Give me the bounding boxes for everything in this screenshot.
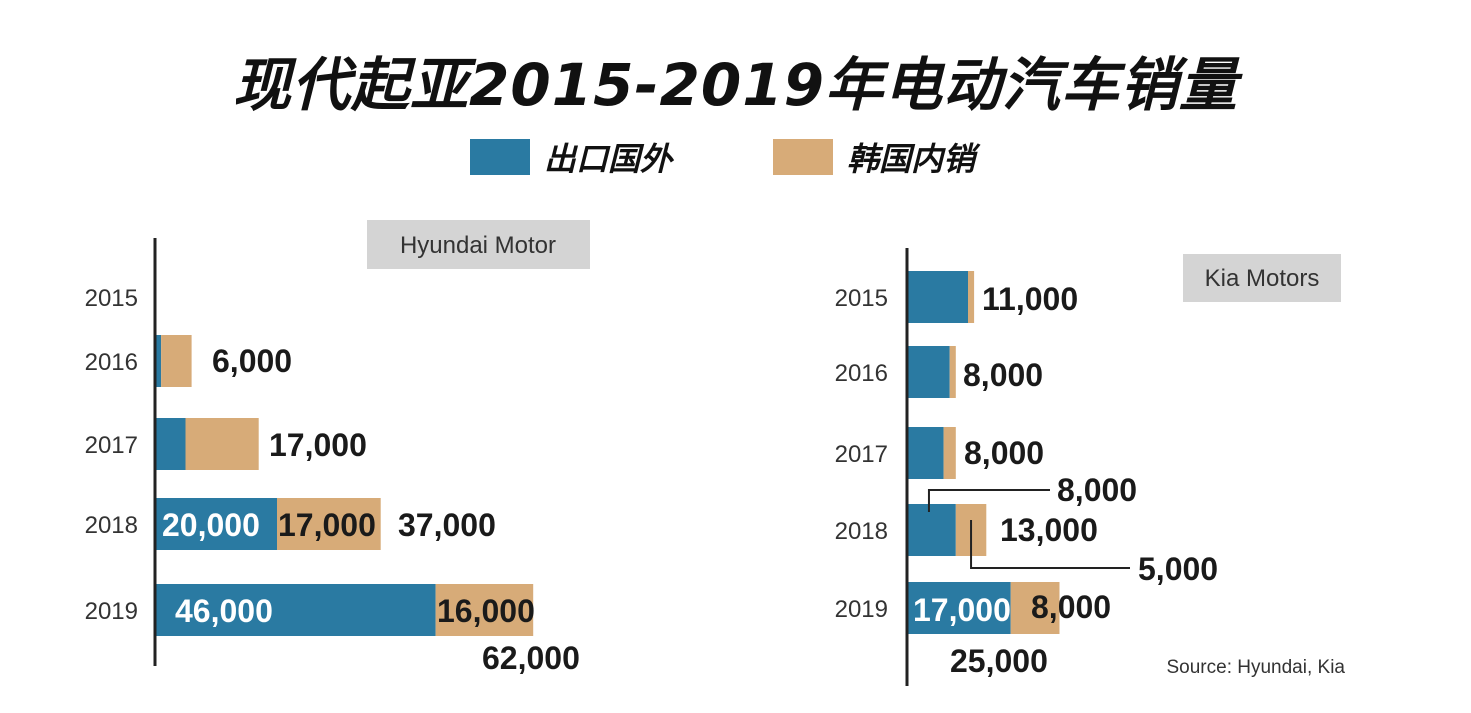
- hyundai-panel-label-box: [367, 220, 590, 269]
- kia-seg-label-2018-export: 8,000: [1057, 472, 1137, 508]
- hyundai-tick-2016: 2016: [85, 349, 138, 376]
- hyundai-seg-label-2019-domestic: 16,000: [437, 593, 535, 629]
- legend-label-domestic: 韩国内销: [847, 140, 976, 178]
- kia-total-2019: 25,000: [950, 643, 1048, 679]
- legend-swatch-export: [470, 139, 530, 175]
- kia-bar-2018-export: [907, 504, 956, 556]
- kia-bar-2019-export: [907, 582, 1011, 634]
- hyundai-bar-2017-export: [155, 418, 186, 470]
- kia-bar-2017-domestic: [943, 427, 956, 479]
- hyundai-total-2017: 17,000: [269, 427, 367, 463]
- hyundai-bar-2019-export: [155, 584, 436, 636]
- kia-tick-2018: 2018: [835, 518, 888, 545]
- hyundai-seg-label-2019-export: 46,000: [175, 593, 273, 629]
- kia-tick-2016: 2016: [835, 360, 888, 387]
- kia-seg-label-2019-domestic: 8,000: [1031, 589, 1111, 625]
- hyundai-seg-label-2018-export: 20,000: [162, 507, 260, 543]
- kia-bar-2015-export: [907, 271, 968, 323]
- hyundai-total-2016: 6,000: [212, 343, 292, 379]
- hyundai-tick-2018: 2018: [85, 512, 138, 539]
- kia-bar-2017-export: [907, 427, 944, 479]
- kia-panel-label: Kia Motors: [1205, 265, 1320, 292]
- legend: 出口国外 韩国内销: [0, 134, 1471, 178]
- kia-bar-2016-domestic: [949, 346, 956, 398]
- chart-title: 现代起亚2015-2019年电动汽车销量: [233, 51, 1238, 119]
- kia-tick-2015: 2015: [835, 285, 888, 312]
- kia-total-2015: 11,000: [982, 281, 1078, 317]
- kia-tick-2017: 2017: [835, 441, 888, 468]
- hyundai-total-2018: 37,000: [398, 507, 496, 543]
- legend-item-export: 出口国外: [470, 134, 672, 180]
- hyundai-bar-2019-domestic: [435, 584, 534, 636]
- kia-callout-line-export: [927, 489, 1050, 512]
- hyundai-bar-2016-export: [155, 335, 162, 387]
- kia-seg-label-2018-domestic: 5,000: [1138, 551, 1218, 587]
- kia-total-2016: 8,000: [963, 357, 1043, 393]
- hyundai-total-2019: 62,000: [482, 640, 580, 676]
- hyundai-panel-label: Hyundai Motor: [400, 232, 556, 259]
- kia-bar-2015-domestic: [968, 271, 975, 323]
- source-note: Source: Hyundai, Kia: [1167, 657, 1346, 678]
- hyundai-tick-2019: 2019: [85, 598, 138, 625]
- kia-total-2017: 8,000: [964, 435, 1044, 471]
- hyundai-bar-2016-domestic: [161, 335, 192, 387]
- hyundai-bar-2017-domestic: [185, 418, 259, 470]
- kia-bar-2016-export: [907, 346, 950, 398]
- kia-callout-line-domestic: [970, 520, 1130, 569]
- hyundai-tick-2017: 2017: [85, 432, 138, 459]
- legend-item-domestic: 韩国内销: [773, 134, 975, 180]
- legend-swatch-domestic: [773, 139, 833, 175]
- hyundai-tick-2015: 2015: [85, 285, 138, 312]
- hyundai-bar-2018-domestic: [277, 498, 381, 550]
- kia-seg-label-2019-export: 17,000: [913, 592, 1011, 628]
- hyundai-seg-label-2018-domestic: 17,000: [278, 507, 376, 543]
- kia-total-2018: 13,000: [1000, 512, 1098, 548]
- kia-bar-2019-domestic: [1010, 582, 1060, 634]
- kia-panel-label-box: [1183, 254, 1341, 302]
- kia-tick-2019: 2019: [835, 596, 888, 623]
- hyundai-bar-2018-export: [155, 498, 277, 550]
- legend-label-export: 出口国外: [544, 140, 673, 178]
